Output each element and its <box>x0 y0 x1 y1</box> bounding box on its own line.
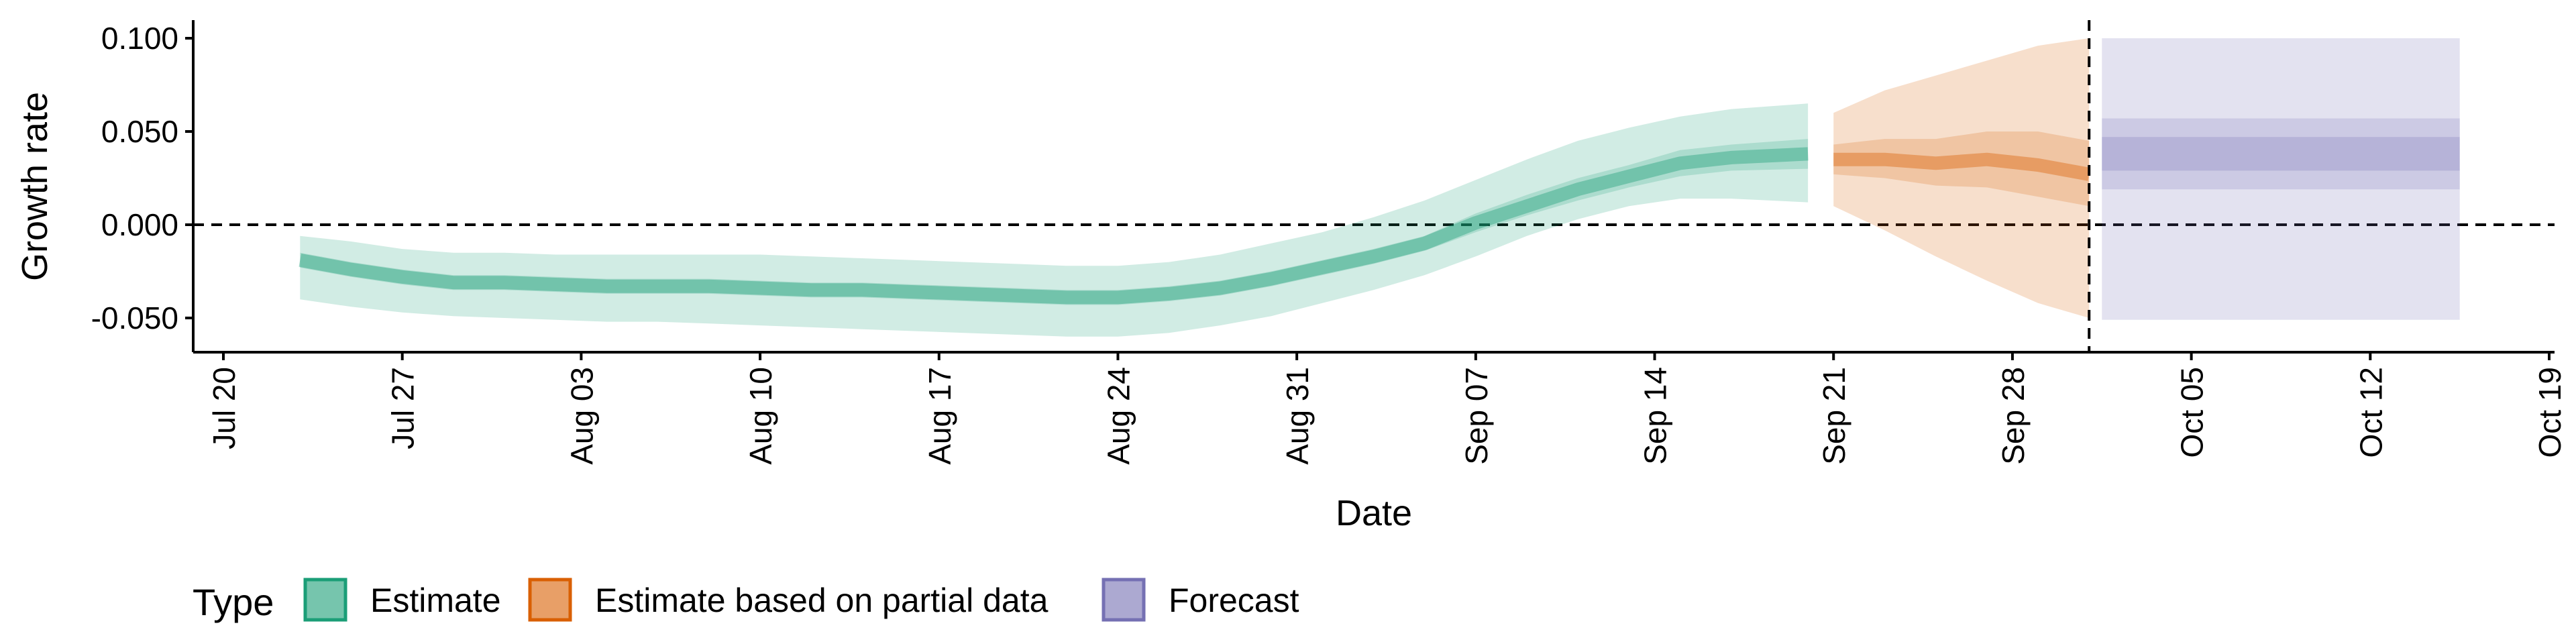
x-tick-label: Aug 03 <box>564 367 599 465</box>
x-tick-label: Oct 05 <box>2175 367 2210 458</box>
legend-label-estimate: Estimate <box>370 582 501 619</box>
legend-label-forecast: Forecast <box>1169 582 1299 619</box>
forecast-series <box>2102 38 2460 320</box>
partial-estimate-series <box>1833 38 2090 318</box>
legend-title: Type <box>193 581 274 623</box>
x-tick-label: Jul 27 <box>386 367 421 449</box>
estimate-median-line <box>299 147 1809 305</box>
y-tick-label: 0.050 <box>101 114 178 149</box>
y-tick-label: -0.050 <box>91 301 178 335</box>
x-tick-label: Oct 19 <box>2532 367 2567 458</box>
forecast-outer-band <box>2102 38 2460 320</box>
x-tick-label: Aug 24 <box>1101 367 1136 465</box>
y-tick-label: 0.100 <box>101 21 178 56</box>
forecast-median-band <box>2102 137 2460 171</box>
x-tick-label: Oct 12 <box>2353 367 2388 458</box>
x-tick-label: Sep 21 <box>1817 367 1851 465</box>
legend: Type Estimate Estimate based on partial d… <box>193 578 1299 623</box>
y-axis-title: Growth rate <box>15 92 55 281</box>
y-ticks: -0.050 0.000 0.050 0.100 <box>91 21 193 335</box>
x-tick-label: Aug 10 <box>743 367 778 465</box>
axes: -0.050 0.000 0.050 0.100 Jul 20 Jul 27 Aug 03… <box>91 20 2567 465</box>
forecast-inner-band <box>2102 118 2460 190</box>
plot-area <box>193 20 2555 352</box>
x-tick-label: Sep 14 <box>1638 367 1673 465</box>
x-tick-label: Sep 07 <box>1459 367 1494 465</box>
estimate-outer-band <box>300 103 1809 337</box>
legend-label-partial-estimate: Estimate based on partial data <box>595 582 1049 619</box>
x-ticks: Jul 20 Jul 27 Aug 03 Aug 10 Aug 17 Aug 24 Aug … <box>207 352 2567 465</box>
estimate-series <box>299 103 1809 337</box>
partial-estimate-median-line <box>1833 152 2090 181</box>
x-axis-title: Date <box>1336 493 1412 533</box>
x-tick-label: Aug 31 <box>1280 367 1315 465</box>
partial-estimate-inner-band <box>1833 131 2090 207</box>
legend-key-estimate <box>303 578 347 622</box>
legend-key-partial-estimate <box>528 578 572 622</box>
x-tick-label: Sep 28 <box>1996 367 2031 465</box>
y-tick-label: 0.000 <box>101 207 178 242</box>
legend-key-forecast <box>1102 578 1146 622</box>
partial-estimate-outer-band <box>1833 38 2090 318</box>
x-tick-label: Jul 20 <box>207 367 241 449</box>
estimate-inner-band <box>300 139 1809 305</box>
x-tick-label: Aug 17 <box>922 367 957 465</box>
